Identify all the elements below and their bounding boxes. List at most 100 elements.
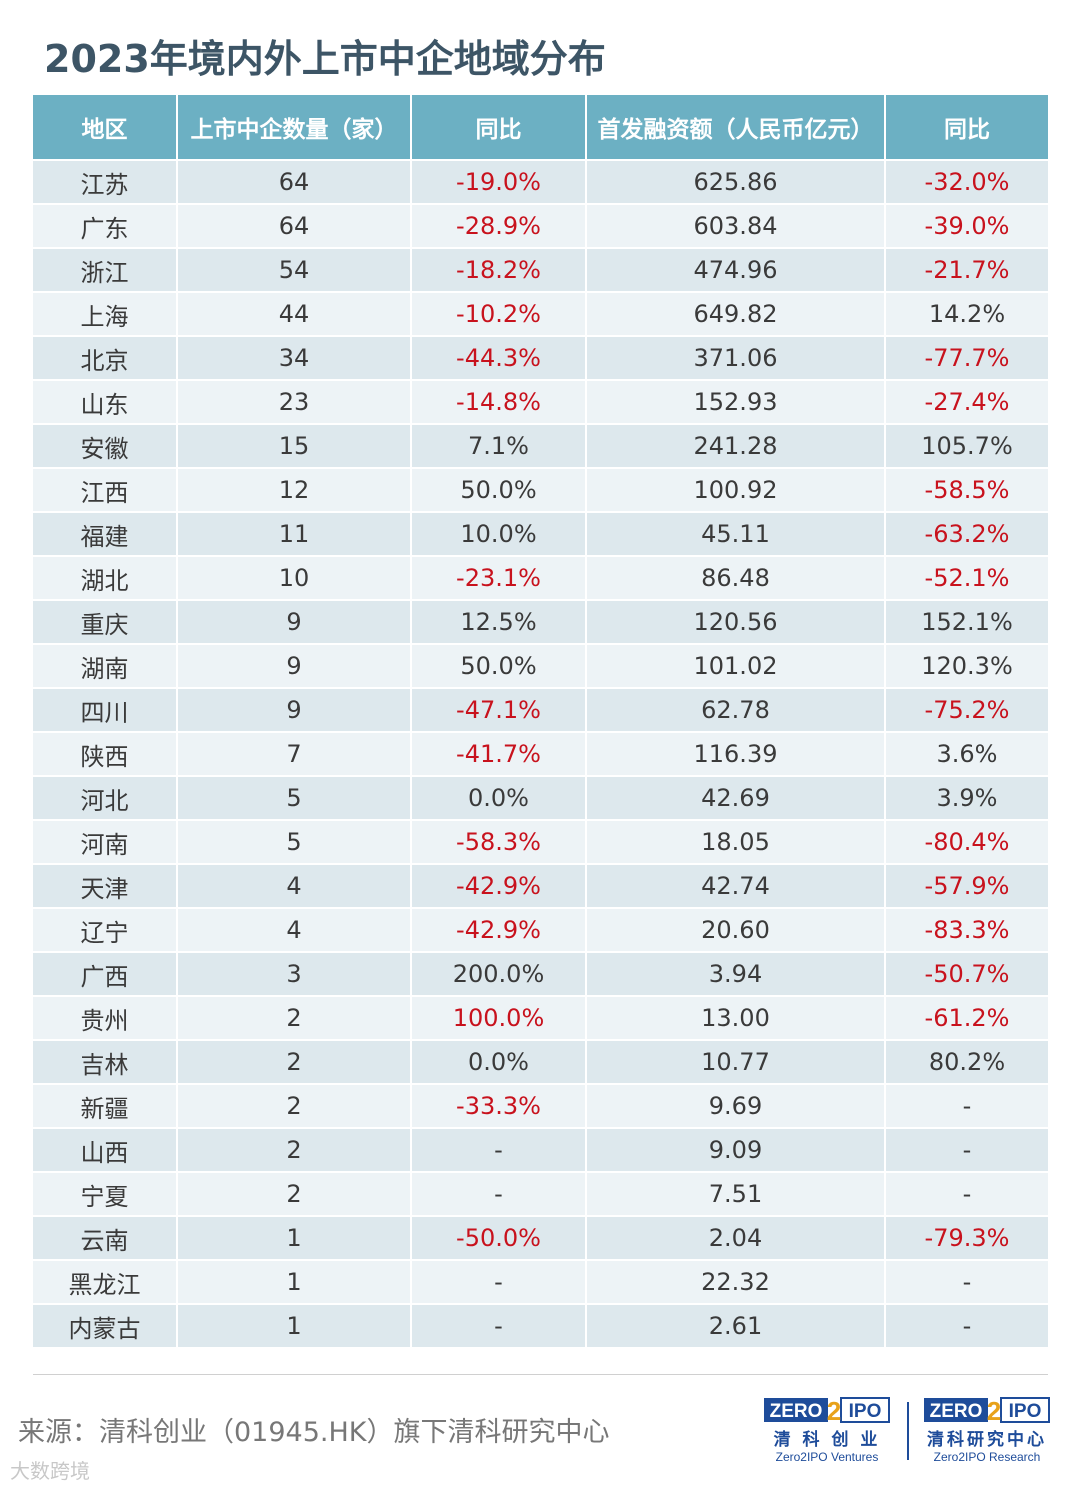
zero2ipo-research-logo: ZERO 2 IPO 清科研究中心 Zero2IPO Research: [922, 1396, 1052, 1464]
table-row: 云南 1 -50.0% 2.04 -79.3%: [33, 1217, 1048, 1261]
table-header-row: 地区 上市中企数量（家） 同比 首发融资额（人民币亿元） 同比: [33, 95, 1048, 161]
cell-ipo-financing: 45.11: [587, 513, 886, 557]
zero2ipo-logo-icon: ZERO 2 IPO: [764, 1396, 890, 1424]
cell-count-yoy: 7.1%: [412, 425, 587, 469]
cell-company-count: 64: [178, 161, 412, 205]
cell-region: 上海: [33, 293, 178, 337]
cell-ipo-financing: 20.60: [587, 909, 886, 953]
cell-financing-yoy: 14.2%: [886, 293, 1048, 337]
table-row: 广东 64 -28.9% 603.84 -39.0%: [33, 205, 1048, 249]
cell-company-count: 5: [178, 821, 412, 865]
cell-company-count: 3: [178, 953, 412, 997]
watermark-text: 大数跨境: [10, 1459, 90, 1483]
page-title: 2023年境内外上市中企地域分布: [44, 37, 606, 81]
cell-region: 江西: [33, 469, 178, 513]
table-row: 北京 34 -44.3% 371.06 -77.7%: [33, 337, 1048, 381]
cell-count-yoy: -28.9%: [412, 205, 587, 249]
cell-financing-yoy: 152.1%: [886, 601, 1048, 645]
table-row: 河北 5 0.0% 42.69 3.9%: [33, 777, 1048, 821]
cell-company-count: 2: [178, 997, 412, 1041]
cell-ipo-financing: 625.86: [587, 161, 886, 205]
cell-region: 广东: [33, 205, 178, 249]
cell-ipo-financing: 10.77: [587, 1041, 886, 1085]
cell-financing-yoy: -: [886, 1085, 1048, 1129]
table-row: 内蒙古 1-2.61-: [33, 1305, 1048, 1349]
cell-company-count: 23: [178, 381, 412, 425]
table-row: 吉林 2 0.0% 10.77 80.2%: [33, 1041, 1048, 1085]
cell-region: 吉林: [33, 1041, 178, 1085]
cell-company-count: 5: [178, 777, 412, 821]
cell-count-yoy: 0.0%: [412, 777, 587, 821]
cell-financing-yoy: -: [886, 1129, 1048, 1173]
cell-financing-yoy: 105.7%: [886, 425, 1048, 469]
cell-ipo-financing: 42.69: [587, 777, 886, 821]
cell-ipo-financing: 42.74: [587, 865, 886, 909]
cell-region: 辽宁: [33, 909, 178, 953]
table-row: 浙江 54 -18.2% 474.96 -21.7%: [33, 249, 1048, 293]
cell-region: 陕西: [33, 733, 178, 777]
cell-company-count: 1: [178, 1261, 412, 1305]
header-company-count: 上市中企数量（家）: [178, 95, 412, 161]
cell-ipo-financing: 371.06: [587, 337, 886, 381]
svg-text:IPO: IPO: [849, 1401, 882, 1422]
cell-count-yoy: -19.0%: [412, 161, 587, 205]
cell-count-yoy: 12.5%: [412, 601, 587, 645]
cell-count-yoy: -23.1%: [412, 557, 587, 601]
cell-region: 湖南: [33, 645, 178, 689]
cell-ipo-financing: 101.02: [587, 645, 886, 689]
cell-financing-yoy: -21.7%: [886, 249, 1048, 293]
logo-cn-text: 清 科 创 业: [773, 1430, 881, 1450]
cell-count-yoy: -47.1%: [412, 689, 587, 733]
cell-company-count: 2: [178, 1129, 412, 1173]
table-row: 福建 11 10.0% 45.11 -63.2%: [33, 513, 1048, 557]
table-row: 安徽 15 7.1% 241.28 105.7%: [33, 425, 1048, 469]
header-region: 地区: [33, 95, 178, 161]
table-row: 山西 2-9.09-: [33, 1129, 1048, 1173]
cell-financing-yoy: 3.9%: [886, 777, 1048, 821]
cell-financing-yoy: -39.0%: [886, 205, 1048, 249]
table-row: 辽宁 4 -42.9% 20.60 -83.3%: [33, 909, 1048, 953]
cell-ipo-financing: 62.78: [587, 689, 886, 733]
table-row: 贵州 2 100.0% 13.00 -61.2%: [33, 997, 1048, 1041]
cell-ipo-financing: 116.39: [587, 733, 886, 777]
cell-company-count: 44: [178, 293, 412, 337]
cell-financing-yoy: -58.5%: [886, 469, 1048, 513]
cell-company-count: 2: [178, 1173, 412, 1217]
cell-financing-yoy: -80.4%: [886, 821, 1048, 865]
footer-divider: [33, 1374, 1048, 1375]
header-count-yoy: 同比: [412, 95, 587, 161]
cell-financing-yoy: -57.9%: [886, 865, 1048, 909]
cell-count-yoy: -42.9%: [412, 865, 587, 909]
cell-ipo-financing: 152.93: [587, 381, 886, 425]
cell-company-count: 4: [178, 865, 412, 909]
cell-financing-yoy: -63.2%: [886, 513, 1048, 557]
table-row: 湖北 10 -23.1% 86.48 -52.1%: [33, 557, 1048, 601]
cell-financing-yoy: -32.0%: [886, 161, 1048, 205]
table-row: 天津 4 -42.9% 42.74 -57.9%: [33, 865, 1048, 909]
cell-company-count: 9: [178, 645, 412, 689]
cell-ipo-financing: 18.05: [587, 821, 886, 865]
cell-region: 河北: [33, 777, 178, 821]
cell-region: 江苏: [33, 161, 178, 205]
cell-count-yoy: -44.3%: [412, 337, 587, 381]
cell-region: 广西: [33, 953, 178, 997]
cell-financing-yoy: 80.2%: [886, 1041, 1048, 1085]
table-row: 山东 23 -14.8% 152.93 -27.4%: [33, 381, 1048, 425]
table-row: 重庆 9 12.5% 120.56 152.1%: [33, 601, 1048, 645]
cell-financing-yoy: -77.7%: [886, 337, 1048, 381]
cell-company-count: 15: [178, 425, 412, 469]
cell-ipo-financing: 13.00: [587, 997, 886, 1041]
svg-text:2: 2: [827, 1396, 841, 1424]
logo-divider: [907, 1402, 909, 1460]
zero2ipo-logo-icon: ZERO 2 IPO: [924, 1396, 1050, 1424]
cell-count-yoy: 50.0%: [412, 469, 587, 513]
cell-region: 黑龙江: [33, 1261, 178, 1305]
cell-company-count: 11: [178, 513, 412, 557]
cell-region: 云南: [33, 1217, 178, 1261]
cell-financing-yoy: -: [886, 1305, 1048, 1349]
cell-region: 重庆: [33, 601, 178, 645]
table-row: 河南 5 -58.3% 18.05 -80.4%: [33, 821, 1048, 865]
svg-text:ZERO: ZERO: [770, 1401, 823, 1422]
logo-en-text: Zero2IPO Research: [933, 1450, 1041, 1464]
cell-region: 贵州: [33, 997, 178, 1041]
